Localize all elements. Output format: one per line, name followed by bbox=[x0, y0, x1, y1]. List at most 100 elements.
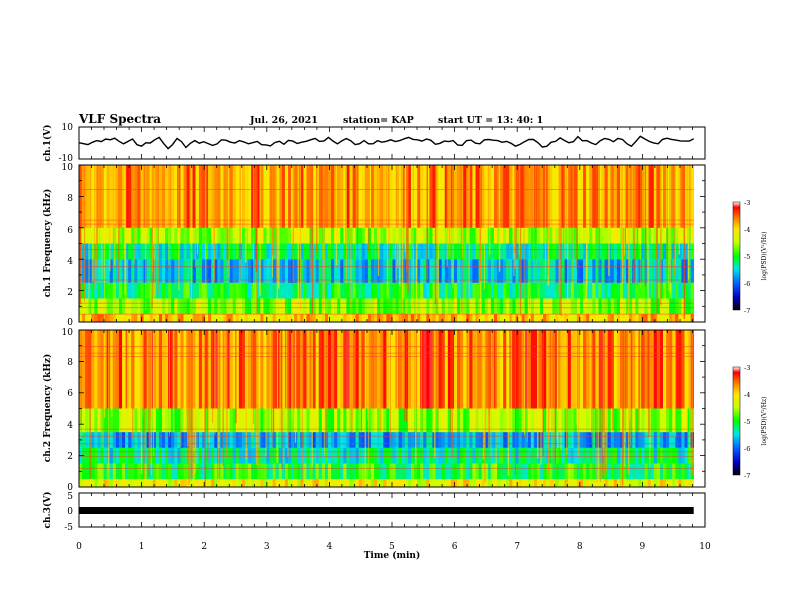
spectrogram-cell bbox=[297, 463, 301, 480]
spectrogram-cell bbox=[573, 165, 578, 228]
spectrogram-cell bbox=[226, 432, 230, 448]
spectrogram-cell bbox=[681, 227, 685, 244]
spectrogram-cell bbox=[257, 259, 261, 283]
spectrogram-cell bbox=[515, 432, 519, 448]
spectrogram-cell bbox=[684, 227, 688, 244]
ch2-ytick-2: 2 bbox=[67, 452, 73, 462]
spectrogram-cell bbox=[371, 227, 375, 244]
spectrogram-cell bbox=[423, 298, 427, 315]
spectrogram-cell bbox=[666, 479, 670, 487]
spectrogram-cell bbox=[610, 259, 615, 283]
ch2-ytick-6: 6 bbox=[67, 389, 73, 399]
spectrogram-cell bbox=[97, 243, 101, 260]
spectrogram-cell bbox=[457, 298, 461, 315]
spectrogram-cell bbox=[392, 165, 396, 228]
spectrogram-cell bbox=[364, 463, 369, 480]
spectrogram-cell bbox=[324, 314, 329, 322]
spectrogram-cell bbox=[536, 408, 541, 433]
spectrogram-cell bbox=[161, 298, 166, 315]
spectrogram-cell bbox=[404, 314, 409, 322]
spectrogram-cell bbox=[407, 408, 412, 433]
spectrogram-cell bbox=[672, 243, 676, 260]
spectrogram-cell bbox=[512, 282, 516, 299]
spectrogram-cell bbox=[386, 463, 390, 480]
spectrogram-cell bbox=[589, 165, 593, 228]
spectrogram-cell bbox=[386, 447, 390, 464]
spectrogram-cell bbox=[177, 463, 181, 480]
spectrogram-cell bbox=[278, 259, 283, 283]
spectrogram-cell bbox=[201, 463, 206, 480]
spectrogram-cell bbox=[340, 314, 344, 322]
spectrogram-cell bbox=[186, 463, 190, 480]
spectrogram-cell bbox=[383, 330, 387, 409]
spectrogram-cell bbox=[235, 330, 240, 409]
spectrogram-cell bbox=[140, 479, 144, 487]
spectrogram-cell bbox=[555, 282, 559, 299]
spectrogram-cell bbox=[334, 282, 338, 299]
spectrogram-cell bbox=[337, 298, 341, 315]
spectrogram-cell bbox=[635, 298, 639, 315]
spectrogram-cell bbox=[475, 447, 479, 464]
spectrogram-cell bbox=[435, 314, 439, 322]
spectrogram-cell bbox=[497, 463, 501, 480]
spectrogram-cell bbox=[291, 447, 295, 464]
spectrogram-cell bbox=[291, 479, 295, 487]
spectrogram-cell bbox=[503, 314, 507, 322]
spectrogram-cell bbox=[94, 243, 98, 260]
spectrogram-cell bbox=[100, 463, 104, 480]
spectrogram-cell bbox=[85, 479, 89, 487]
spectrogram-cell bbox=[457, 314, 461, 322]
spectrogram-cell bbox=[180, 330, 184, 409]
spectrogram-cell bbox=[398, 408, 403, 433]
spectrogram-cell bbox=[146, 314, 150, 322]
spectrogram-cell bbox=[423, 227, 427, 244]
spectrogram-cell bbox=[309, 463, 313, 480]
spectrogram-cell bbox=[361, 432, 366, 448]
spectrogram-cell bbox=[410, 408, 415, 433]
spectrogram-cell bbox=[407, 227, 412, 244]
spectrogram-cell bbox=[487, 282, 492, 299]
spectrogram-cell bbox=[546, 282, 550, 299]
spectrogram-cell bbox=[687, 165, 691, 228]
spectrogram-cell bbox=[567, 259, 572, 283]
spectrogram-cell bbox=[168, 314, 172, 322]
spectrogram-cell bbox=[586, 479, 590, 487]
spectrogram-cell bbox=[214, 330, 218, 409]
spectrogram-cell bbox=[364, 408, 369, 433]
spectrogram-cell bbox=[82, 479, 86, 487]
spectrogram-cell bbox=[635, 479, 639, 487]
spectrogram-cell bbox=[183, 165, 187, 228]
spectrogram-cell bbox=[472, 463, 476, 480]
spectrogram-cell bbox=[321, 408, 326, 433]
spectrogram-cell bbox=[281, 243, 286, 260]
spectrogram-cell bbox=[552, 463, 556, 480]
spectrogram-cell bbox=[306, 463, 310, 480]
spectrogram-cell bbox=[607, 463, 612, 480]
spectrogram-cell bbox=[158, 432, 163, 448]
spectrogram-cell bbox=[106, 259, 111, 283]
spectrogram-cell bbox=[186, 314, 190, 322]
spectrogram-cell bbox=[580, 432, 584, 448]
spectrogram-cell bbox=[358, 463, 363, 480]
spectrogram-cell bbox=[506, 282, 510, 299]
spectrogram-cell bbox=[161, 314, 166, 322]
spectrogram-cell bbox=[429, 227, 433, 244]
spectrogram-cell bbox=[94, 314, 98, 322]
spectrogram-cell bbox=[278, 447, 283, 464]
spectrogram-cell bbox=[183, 314, 187, 322]
spectrogram-cell bbox=[94, 282, 98, 299]
spectrogram-cell bbox=[432, 298, 436, 315]
spectrogram-cell bbox=[457, 479, 461, 487]
spectrogram-cell bbox=[650, 227, 655, 244]
ch2-spectrogram-ylabel: ch.2 Frequency (kHz) bbox=[42, 354, 53, 463]
spectrogram-cell bbox=[533, 330, 538, 409]
spectrogram-cell bbox=[530, 282, 535, 299]
spectrogram-cell bbox=[604, 314, 608, 322]
spectrogram-cell bbox=[312, 298, 316, 315]
xtick-5: 5 bbox=[389, 542, 395, 552]
spectrogram-cell bbox=[429, 165, 433, 228]
spectrogram-cell bbox=[401, 243, 406, 260]
spectrogram-cell bbox=[312, 282, 316, 299]
spectrogram-cell bbox=[134, 432, 138, 448]
spectrogram-cell bbox=[533, 259, 538, 283]
